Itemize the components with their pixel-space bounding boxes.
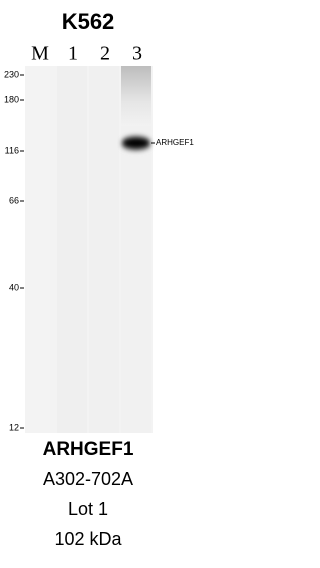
title: K562 [62, 9, 115, 34]
catalog: A302-702A [43, 469, 133, 489]
target: ARHGEF1 [43, 439, 134, 460]
marker-label: 180 [4, 94, 19, 104]
lane-bg [57, 66, 87, 433]
lane-label: 2 [100, 43, 110, 65]
marker-label: 230 [4, 69, 19, 79]
band [122, 137, 150, 149]
lane-bg [121, 66, 151, 433]
marker-label: 66 [9, 195, 19, 205]
lot: Lot 1 [68, 499, 108, 519]
lane-bg [89, 66, 119, 433]
marker-label: 116 [5, 145, 19, 155]
lane-label: M [31, 43, 49, 65]
smear [121, 66, 151, 126]
marker-label: 40 [9, 282, 19, 292]
mw: 102 kDa [54, 529, 122, 549]
marker-label: 12 [9, 422, 19, 432]
lane-label: 1 [68, 43, 78, 65]
lane-label: 3 [132, 43, 142, 65]
blot: ARHGEF1 [25, 66, 194, 433]
band-label: ARHGEF1 [156, 138, 194, 147]
